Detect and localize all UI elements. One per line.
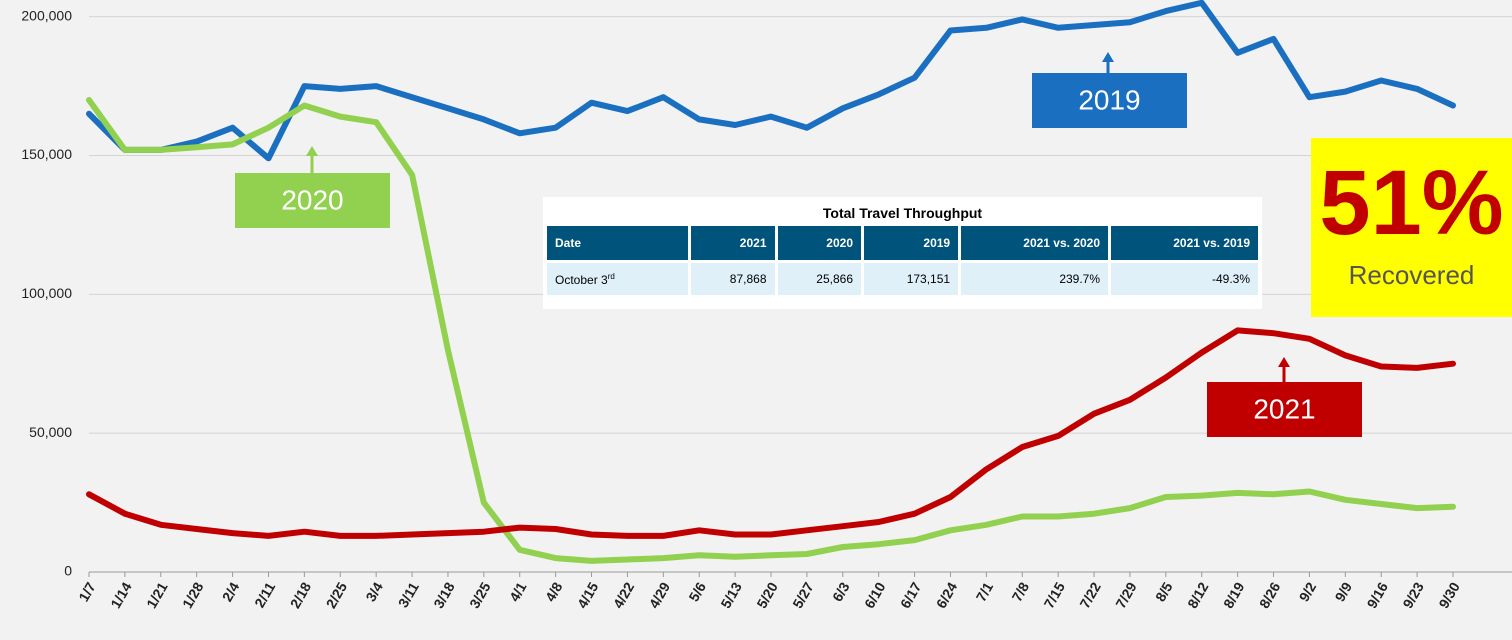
y-tick-label: 200,000 <box>21 7 72 23</box>
x-tick-label: 9/30 <box>1435 579 1463 611</box>
x-tick-label: 8/19 <box>1220 579 1248 611</box>
x-tick-label: 1/14 <box>107 579 135 611</box>
y-tick-label: 150,000 <box>21 146 72 162</box>
header-cell: Date <box>547 226 688 260</box>
x-tick-label: 2/18 <box>287 579 315 611</box>
callout-label: Recovered <box>1348 260 1475 290</box>
x-tick-label: 2/11 <box>251 579 278 610</box>
x-tick-label: 6/17 <box>897 579 925 611</box>
x-tick-label: 4/1 <box>506 579 530 604</box>
label-text: 2021 <box>1253 393 1315 424</box>
label-arrowhead <box>306 146 318 156</box>
x-tick-label: 7/8 <box>1008 579 1032 604</box>
x-tick-label: 5/6 <box>685 579 709 604</box>
x-tick-label: 1/28 <box>179 579 207 611</box>
header-row: Date 2021 2020 2019 2021 vs. 2020 2021 vs. 20… <box>547 226 1258 260</box>
label-box <box>1032 73 1187 128</box>
x-tick-label: 7/1 <box>973 579 997 604</box>
x-tick-label: 6/10 <box>861 579 889 611</box>
header-cell: 2021 vs. 2019 <box>1111 226 1258 260</box>
x-tick-label: 6/3 <box>829 579 853 604</box>
x-tick-label: 5/13 <box>717 579 745 611</box>
x-tick-label: 5/20 <box>753 579 781 611</box>
x-tick-label: 3/18 <box>430 579 458 611</box>
x-tick-label: 2/25 <box>323 579 351 611</box>
y-tick-label: 0 <box>64 563 72 579</box>
x-tick-label: 9/2 <box>1296 579 1320 604</box>
x-tick-label: 9/23 <box>1399 579 1427 611</box>
label-text: 2020 <box>281 184 343 215</box>
header-cell: 2020 <box>777 226 861 260</box>
x-tick-label: 1/21 <box>143 579 171 611</box>
x-tick-label: 7/29 <box>1112 579 1140 611</box>
throughput-table: Total Travel Throughput Date 2021 2020 2019… <box>543 197 1262 309</box>
header-cell: 2021 <box>691 226 775 260</box>
cell: 173,151 <box>864 263 959 295</box>
x-tick-label: 3/11 <box>395 579 422 610</box>
x-tick-label: 3/25 <box>466 579 494 611</box>
x-tick-label: 8/5 <box>1152 579 1176 604</box>
y-tick-label: 100,000 <box>21 285 72 301</box>
data-row: October 3rd 87,868 25,866 173,151 239.7% -49… <box>547 263 1258 295</box>
table: Date 2021 2020 2019 2021 vs. 2020 2021 vs. 20… <box>544 223 1261 298</box>
series-line <box>86 0 1456 162</box>
table-title: Total Travel Throughput <box>822 205 983 221</box>
date-suffix: rd <box>607 271 615 281</box>
cell: 25,866 <box>777 263 861 295</box>
recovery-callout: 51% Recovered <box>1311 138 1512 317</box>
x-tick-label: 6/24 <box>933 579 961 611</box>
series-label: 2020 <box>235 146 390 228</box>
x-tick-label: 4/29 <box>646 579 674 611</box>
series-line <box>86 327 1456 539</box>
x-tick-label: 4/22 <box>610 579 638 611</box>
header-cell: 2019 <box>864 226 959 260</box>
x-tick-label: 4/8 <box>542 579 566 604</box>
x-tick-label: 9/9 <box>1332 579 1356 604</box>
x-tick-label: 8/26 <box>1256 579 1284 611</box>
x-tick-label: 2/4 <box>219 579 243 604</box>
label-box <box>235 173 390 228</box>
x-tick-label: 4/15 <box>574 579 602 611</box>
cell: -49.3% <box>1111 263 1258 295</box>
label-text: 2019 <box>1078 84 1140 115</box>
x-tick-label: 7/22 <box>1076 579 1104 611</box>
x-tick-label: 8/12 <box>1184 579 1212 611</box>
y-tick-label: 50,000 <box>29 424 72 440</box>
header-cell: 2021 vs. 2020 <box>961 226 1109 260</box>
x-tick-label: 1/7 <box>75 579 99 604</box>
x-tick-label: 7/15 <box>1040 579 1068 611</box>
label-arrowhead <box>1102 52 1114 62</box>
series-label: 2019 <box>1032 52 1187 128</box>
date-cell: October 3rd <box>547 263 688 295</box>
cell: 87,868 <box>691 263 775 295</box>
date: October 3 <box>555 272 608 287</box>
x-tick-label: 5/27 <box>789 579 817 611</box>
series-label: 2021 <box>1207 357 1362 437</box>
series-line <box>86 97 1456 564</box>
callout-value: 51% <box>1319 152 1504 254</box>
cell: 239.7% <box>961 263 1109 295</box>
x-tick-label: 9/16 <box>1364 579 1392 611</box>
x-tick-label: 3/4 <box>362 579 386 604</box>
label-arrowhead <box>1278 357 1290 367</box>
label-box <box>1207 382 1362 437</box>
